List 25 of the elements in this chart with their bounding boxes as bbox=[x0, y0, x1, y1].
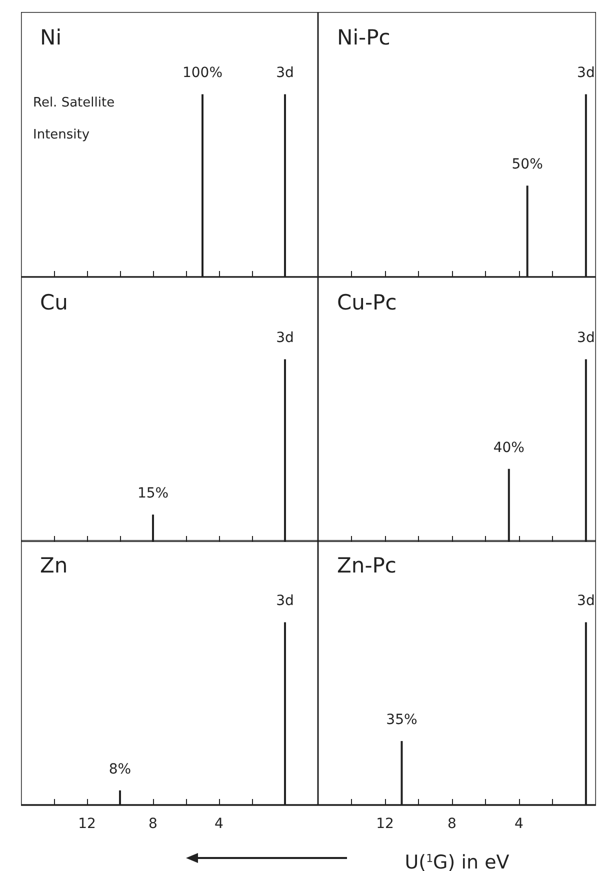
data-label: 40% bbox=[493, 440, 524, 456]
chart-title: Ni-Pc bbox=[337, 26, 390, 50]
data-label: 8% bbox=[108, 761, 132, 778]
chart-title: Cu bbox=[40, 290, 68, 314]
series-label: 3d bbox=[577, 593, 595, 610]
chart-title: Cu-Pc bbox=[337, 290, 397, 314]
x-tick-label: 8 bbox=[448, 816, 456, 832]
data-label: 100% bbox=[182, 65, 223, 82]
data-label: 50% bbox=[512, 156, 543, 173]
data-label: 35% bbox=[386, 712, 418, 728]
chart-title: Zn bbox=[40, 554, 68, 578]
x-tick-label: 8 bbox=[148, 816, 158, 832]
x-tick-label: 12 bbox=[78, 816, 96, 832]
x-tick-label: 12 bbox=[376, 816, 394, 832]
x-tick-label: 4 bbox=[214, 816, 224, 832]
series-label: 3d bbox=[577, 65, 595, 82]
series-label: 3d bbox=[276, 593, 294, 610]
chart-title: Zn-Pc bbox=[337, 554, 396, 578]
data-label: 15% bbox=[137, 486, 169, 502]
series-label: 3d bbox=[577, 330, 595, 346]
series-label: 3d bbox=[276, 65, 294, 82]
series-label: 3d bbox=[276, 330, 294, 346]
text: Rel. Satellite Intensity bbox=[33, 96, 115, 142]
chart-title: Ni bbox=[40, 26, 62, 50]
x-tick-label: 4 bbox=[514, 816, 524, 832]
